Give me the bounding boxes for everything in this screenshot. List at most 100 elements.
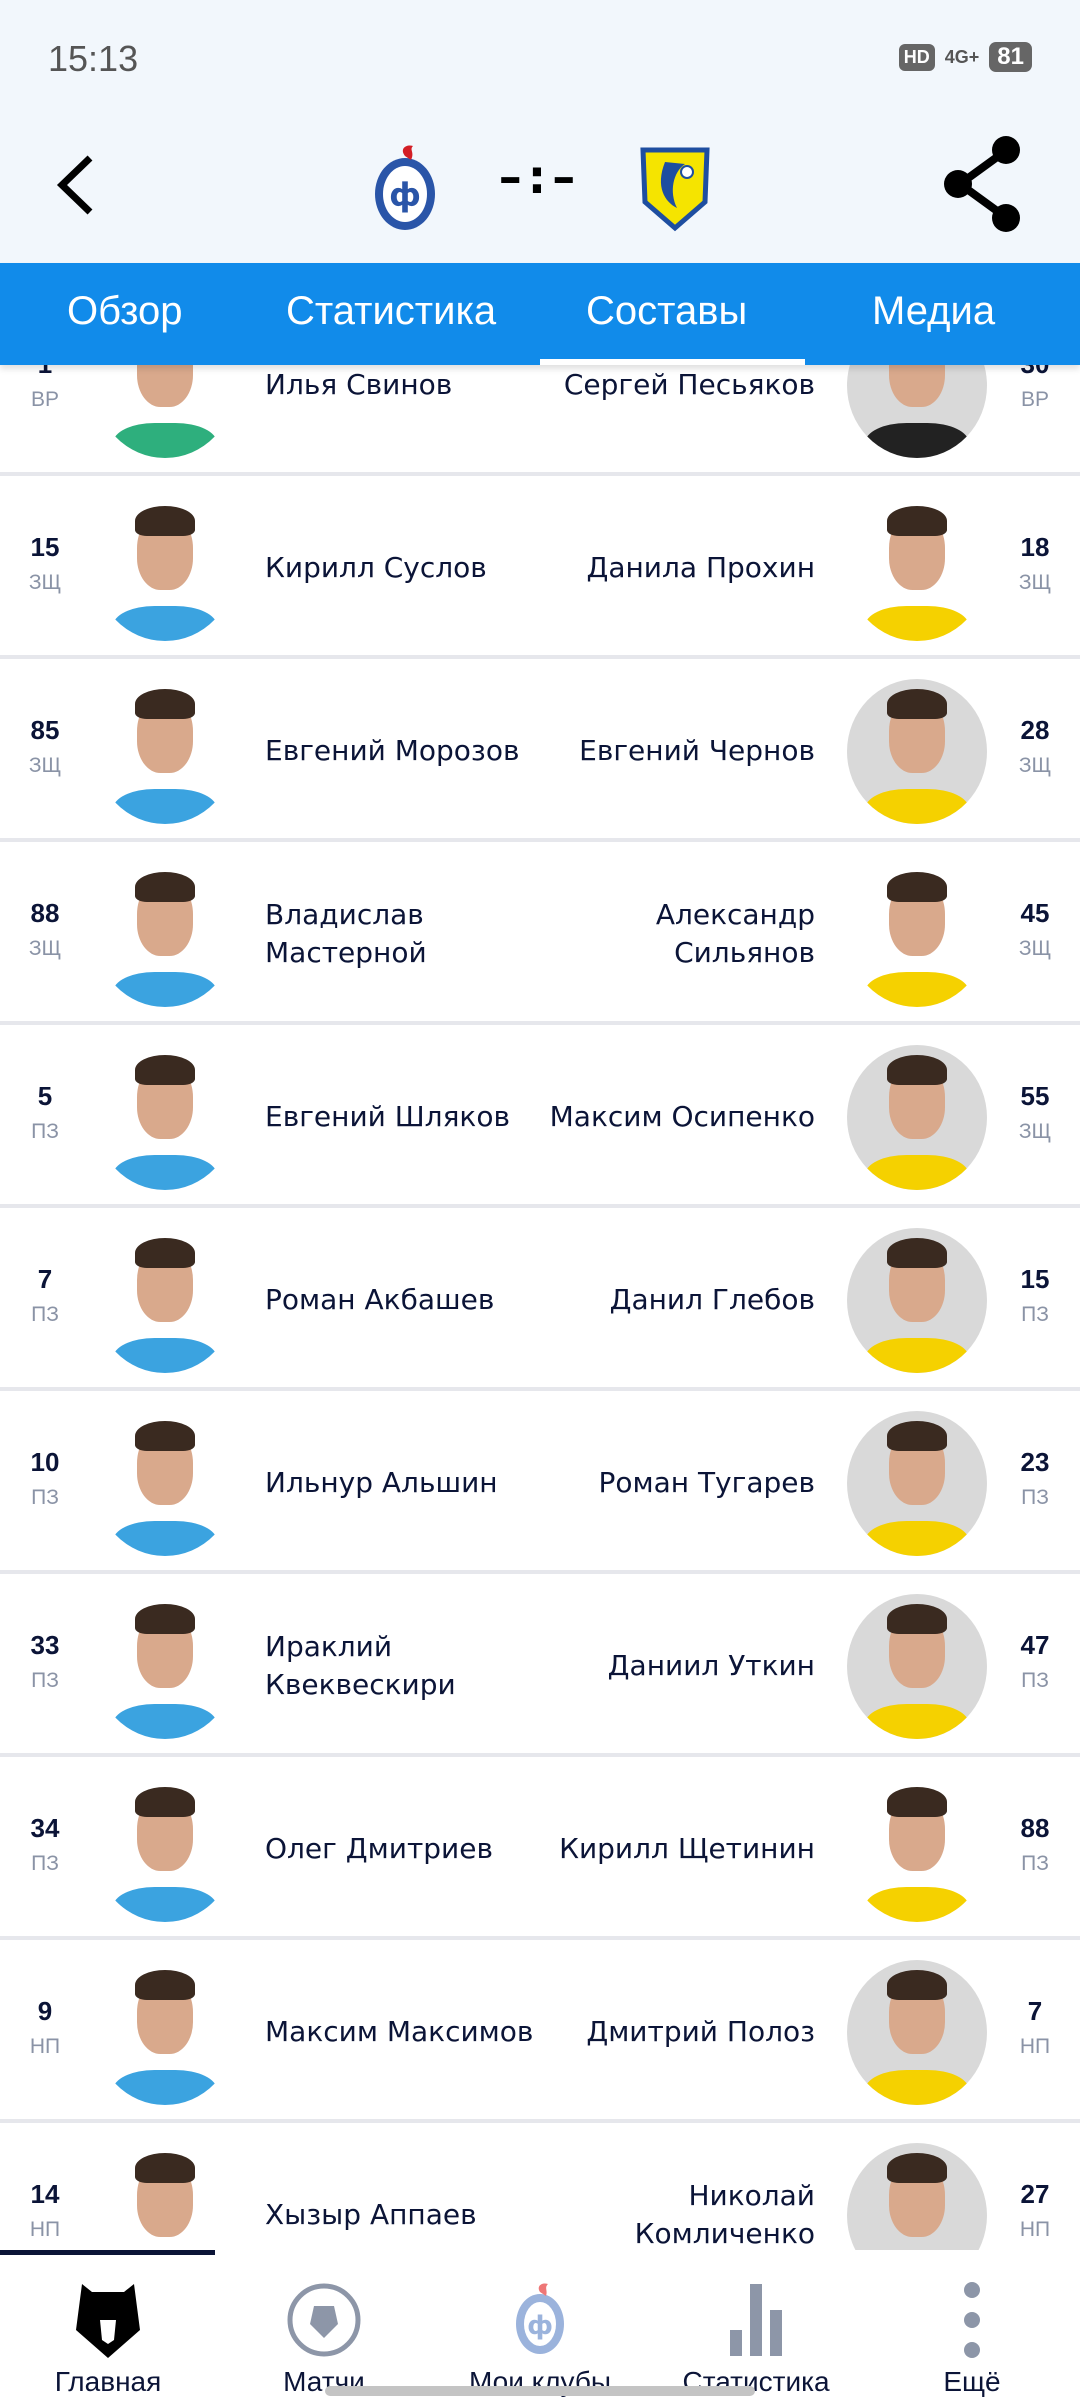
away-player-name[interactable]: Евгений Чернов	[579, 733, 815, 767]
player-photo[interactable]	[847, 1777, 987, 1922]
player-photo[interactable]	[95, 862, 235, 1007]
away-player-name[interactable]: Данил Глебов	[609, 1282, 815, 1316]
home-player-number: 34	[30, 1813, 60, 1843]
away-player-name[interactable]: Данила Прохин	[586, 550, 815, 584]
home-player-number: 88	[30, 898, 60, 928]
back-arrow-icon[interactable]	[50, 150, 110, 220]
home-player-position: ПЗ	[31, 1852, 59, 1875]
away-player-name[interactable]: Александр Сильянов	[655, 897, 815, 969]
player-photo[interactable]	[847, 1045, 987, 1190]
nav-statistics[interactable]: Статистика	[648, 2260, 864, 2397]
nav-my-clubs[interactable]: ф Мои клубы	[432, 2260, 648, 2397]
soccer-ball-icon	[287, 2283, 361, 2357]
player-photo[interactable]	[95, 496, 235, 641]
tab-overview[interactable]: Обзор	[67, 289, 183, 333]
home-player-position: ПЗ	[31, 1303, 59, 1326]
home-player-name[interactable]: Роман Акбашев	[265, 1282, 495, 1316]
player-photo[interactable]	[847, 1960, 987, 2105]
nav-home[interactable]: Главная	[0, 2260, 216, 2397]
player-photo[interactable]	[847, 1594, 987, 1739]
player-photo[interactable]	[95, 1411, 235, 1556]
home-player-name[interactable]: Владислав Мастерной	[265, 897, 427, 969]
player-photo[interactable]	[847, 679, 987, 824]
away-player-name[interactable]: Николай Комличенко	[634, 2178, 815, 2250]
home-player-name[interactable]: Евгений Морозов	[265, 733, 520, 767]
player-photo[interactable]	[847, 1411, 987, 1556]
score: –:–	[480, 150, 600, 204]
away-player-number: 7	[1027, 1996, 1043, 2026]
player-photo[interactable]	[847, 365, 987, 458]
home-player-name[interactable]: Олег Дмитриев	[265, 1831, 493, 1865]
away-player-name[interactable]: Дмитрий Полоз	[586, 2014, 815, 2048]
bottom-nav: Главная Матчи ф Мои клубы Статистика Ещё	[0, 2250, 1080, 2400]
home-player-name[interactable]: Максим Максимов	[265, 2014, 534, 2048]
active-tab-indicator	[540, 359, 805, 365]
lineup-row[interactable]: 15 ЗЩ Кирилл Суслов Данила Прохин 18 ЗЩ	[0, 476, 1080, 659]
nav-more[interactable]: Ещё	[864, 2260, 1080, 2397]
lineup-row[interactable]: 10 ПЗ Ильнур Альшин Роман Тугарев 23 ПЗ	[0, 1391, 1080, 1574]
svg-text:ф: ф	[527, 2311, 553, 2341]
lineup-list[interactable]: 1 ВР Илья Свинов Сергей Песьяков 30 ВР 1…	[0, 365, 1080, 2250]
home-player-number: 14	[30, 2179, 60, 2209]
home-player-number: 1	[10, 365, 80, 380]
away-player-number: 23	[1020, 1447, 1050, 1477]
away-player-position: ПЗ	[1021, 1669, 1049, 1692]
player-photo[interactable]	[847, 496, 987, 641]
player-photo[interactable]	[847, 862, 987, 1007]
away-player-name[interactable]: Кирилл Щетинин	[559, 1831, 815, 1865]
home-player-name[interactable]: Ираклий Квеквескири	[265, 1629, 456, 1701]
player-photo[interactable]	[95, 1228, 235, 1373]
lineup-row[interactable]: 33 ПЗ Ираклий Квеквескири Даниил Уткин 4…	[0, 1574, 1080, 1757]
player-photo[interactable]	[95, 679, 235, 824]
home-score: –	[498, 150, 528, 204]
share-icon[interactable]	[940, 134, 1030, 234]
tab-lineups[interactable]: Составы	[586, 289, 748, 333]
home-player-name[interactable]: Евгений Шляков	[265, 1099, 510, 1133]
away-player-number: 55	[1020, 1081, 1050, 1111]
status-bar: 15:13 HD 4G+ 81	[0, 0, 1080, 110]
home-player-name[interactable]: Кирилл Суслов	[265, 550, 487, 584]
home-player-number: 15	[30, 532, 60, 562]
match-header: ф –:–	[0, 110, 1080, 263]
signal-icon: 4G+	[944, 46, 980, 67]
home-player-number: 7	[37, 1264, 53, 1294]
player-photo[interactable]	[847, 1228, 987, 1373]
player-photo[interactable]	[95, 2143, 235, 2250]
home-gesture-bar[interactable]	[325, 2386, 755, 2396]
home-player-number: 85	[30, 715, 60, 745]
lineup-row[interactable]: 14 НП Хызыр Аппаев Николай Комличенко 27…	[0, 2123, 1080, 2250]
lineup-row[interactable]: 1 ВР Илья Свинов Сергей Песьяков 30 ВР	[0, 365, 1080, 476]
home-player-position: НП	[29, 2035, 61, 2058]
lineup-row[interactable]: 9 НП Максим Максимов Дмитрий Полоз 7 НП	[0, 1940, 1080, 2123]
away-player-name[interactable]: Сергей Песьяков	[563, 367, 815, 401]
tab-statistics[interactable]: Статистика	[286, 289, 497, 333]
away-player-position: ПЗ	[1021, 1486, 1049, 1509]
player-photo[interactable]	[95, 1594, 235, 1739]
player-photo[interactable]	[95, 1045, 235, 1190]
nav-matches[interactable]: Матчи	[216, 2260, 432, 2397]
home-player-name[interactable]: Илья Свинов	[265, 367, 453, 401]
away-player-position: ЗЩ	[1018, 1120, 1052, 1143]
away-player-position: ПЗ	[1021, 1303, 1049, 1326]
away-player-name[interactable]: Роман Тугарев	[598, 1465, 815, 1499]
lineup-row[interactable]: 88 ЗЩ Владислав Мастерной Александр Силь…	[0, 842, 1080, 1025]
away-player-position: ЗЩ	[1018, 937, 1052, 960]
nav-label: Главная	[54, 2366, 162, 2397]
home-player-name[interactable]: Ильнур Альшин	[265, 1465, 498, 1499]
player-photo[interactable]	[95, 365, 235, 458]
tab-media[interactable]: Медиа	[872, 289, 996, 333]
lineup-row[interactable]: 7 ПЗ Роман Акбашев Данил Глебов 15 ПЗ	[0, 1208, 1080, 1391]
home-player-position: НП	[29, 2218, 61, 2241]
player-photo[interactable]	[847, 2143, 987, 2250]
home-player-position: ВР	[30, 388, 59, 411]
home-player-name[interactable]: Хызыр Аппаев	[265, 2197, 477, 2231]
away-player-name[interactable]: Даниил Уткин	[607, 1648, 815, 1682]
player-photo[interactable]	[95, 1960, 235, 2105]
player-photo[interactable]	[95, 1777, 235, 1922]
lineup-row[interactable]: 34 ПЗ Олег Дмитриев Кирилл Щетинин 88 ПЗ	[0, 1757, 1080, 1940]
away-player-name[interactable]: Максим Осипенко	[549, 1099, 815, 1133]
away-player-number: 15	[1020, 1264, 1050, 1294]
lineup-row[interactable]: 5 ПЗ Евгений Шляков Максим Осипенко 55 З…	[0, 1025, 1080, 1208]
away-player-number: 47	[1020, 1630, 1050, 1660]
lineup-row[interactable]: 85 ЗЩ Евгений Морозов Евгений Чернов 28 …	[0, 659, 1080, 842]
